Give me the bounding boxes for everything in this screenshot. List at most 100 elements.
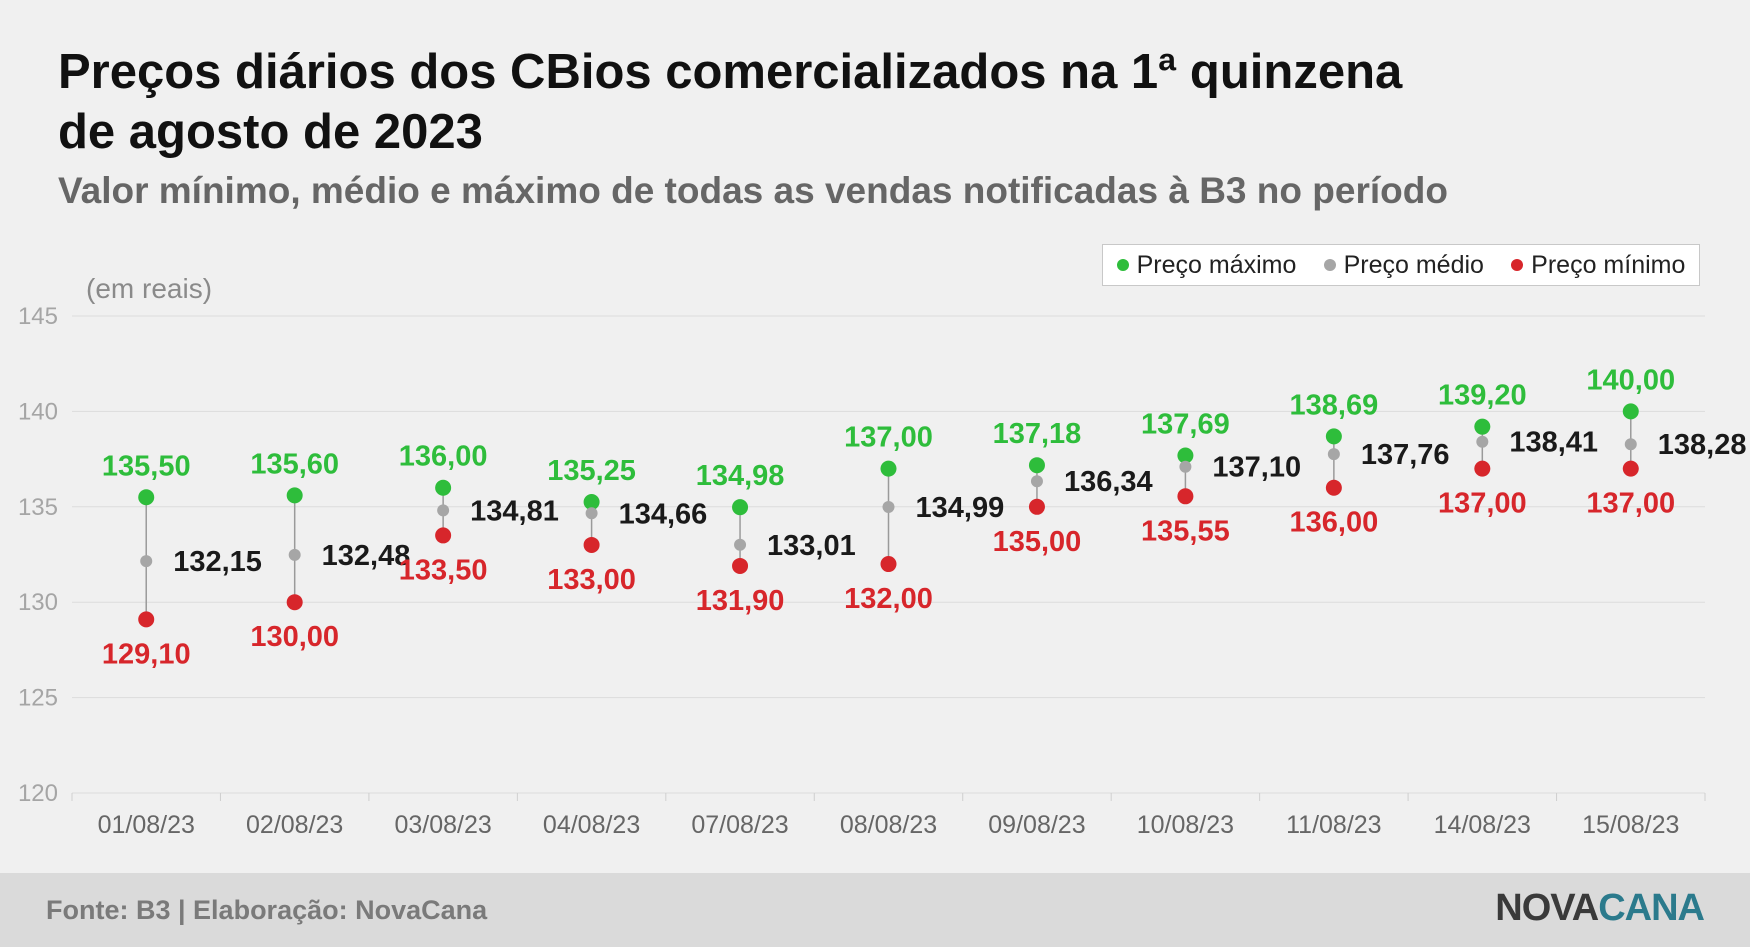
avg-point (1327, 448, 1340, 461)
max-point (1325, 428, 1342, 445)
min-point (1325, 479, 1342, 496)
legend-item-avg: Preço médio (1323, 250, 1484, 280)
chart-canvas: (em reais) 120 125 130 135 140 145 01/08/23 02/0… (18, 273, 1747, 839)
max-point (286, 487, 303, 504)
x-tick-label: 15/08/23 (1582, 811, 1679, 839)
avg-point (288, 548, 301, 561)
max-label: 135,25 (547, 455, 636, 487)
max-label: 135,60 (250, 448, 339, 480)
avg-label: 136,34 (1064, 466, 1153, 498)
min-point (1622, 460, 1639, 477)
max-point (1622, 403, 1639, 420)
min-point (1177, 488, 1194, 505)
legend-item-min: Preço mínimo (1511, 251, 1685, 280)
avg-point (1030, 475, 1043, 488)
avg-point (437, 504, 450, 517)
y-tick-label: 130 (18, 589, 58, 616)
max-point (1474, 418, 1491, 435)
x-tick-label: 10/08/23 (1137, 811, 1234, 839)
y-tick-label: 145 (18, 303, 58, 330)
x-tick-label: 04/08/23 (543, 811, 640, 839)
legend-max-dot (1116, 259, 1129, 271)
max-label: 139,20 (1438, 380, 1527, 412)
min-point (583, 536, 600, 553)
y-tick-label: 135 (18, 494, 58, 521)
source-note: Fonte: B3 | Elaboração: NovaCana (46, 895, 488, 925)
chart-subtitle: Valor mínimo, médio e máximo de todas as… (58, 170, 1448, 211)
avg-point (882, 500, 895, 513)
avg-label: 137,10 (1212, 452, 1301, 484)
max-point (880, 460, 897, 477)
max-point (583, 494, 600, 511)
max-label: 137,00 (844, 422, 933, 454)
min-label: 136,00 (1290, 507, 1379, 539)
min-point (1474, 460, 1491, 477)
max-label: 138,69 (1290, 389, 1379, 421)
footer: Fonte: B3 | Elaboração: NovaCana NOVACAN… (0, 873, 1750, 947)
legend-max-label: Preço máximo (1136, 250, 1297, 279)
avg-label: 138,41 (1509, 427, 1598, 459)
novacana-logo: NOVACANA (1495, 887, 1705, 930)
max-point (1177, 447, 1194, 464)
min-point (1028, 498, 1045, 515)
logo-cana: CANA (1598, 887, 1705, 929)
min-point (286, 594, 303, 611)
max-point (138, 489, 155, 506)
min-point (732, 557, 749, 574)
max-label: 136,00 (399, 441, 488, 473)
y-unit-label: (em reais) (86, 273, 212, 304)
max-label: 134,98 (696, 460, 785, 492)
max-point (732, 499, 749, 516)
min-label: 131,90 (696, 585, 785, 617)
x-tick-label: 09/08/23 (988, 811, 1085, 839)
min-label: 137,00 (1438, 488, 1527, 520)
x-tick-label: 03/08/23 (394, 811, 491, 839)
max-label: 137,69 (1141, 408, 1230, 440)
y-tick-label: 125 (18, 685, 58, 712)
y-tick-label: 120 (18, 780, 58, 807)
avg-point (734, 538, 747, 551)
x-tick-label: 02/08/23 (246, 811, 343, 839)
x-tick-label: 11/08/23 (1286, 811, 1381, 839)
max-label: 137,18 (993, 418, 1082, 450)
max-label: 135,50 (102, 450, 191, 482)
y-tick-label: 140 (18, 398, 58, 425)
chart-title: Preços diários dos CBios comercializados… (58, 45, 1403, 159)
avg-label: 134,66 (619, 498, 708, 530)
avg-point (1624, 438, 1637, 451)
max-point (1028, 457, 1045, 474)
legend-avg-dot (1323, 259, 1336, 271)
min-label: 135,00 (993, 526, 1082, 558)
x-tick-label: 07/08/23 (691, 811, 788, 839)
avg-label: 134,99 (916, 492, 1005, 524)
avg-point (140, 555, 153, 568)
min-label: 133,50 (399, 554, 488, 586)
min-label: 129,10 (102, 638, 191, 670)
min-label: 130,00 (250, 621, 339, 653)
min-point (138, 611, 155, 628)
min-point (880, 556, 897, 573)
avg-label: 134,81 (470, 495, 559, 527)
legend-avg-label: Preço médio (1343, 250, 1484, 279)
min-label: 137,00 (1586, 488, 1675, 520)
min-point (435, 527, 452, 544)
x-tick-label: 08/08/23 (840, 811, 937, 839)
min-label: 135,55 (1141, 515, 1230, 547)
avg-point (585, 507, 598, 520)
legend-item-max: Preço máximo (1116, 250, 1297, 280)
legend-min-dot (1511, 259, 1524, 271)
avg-point (1476, 435, 1489, 448)
legend-min-label: Preço mínimo (1531, 250, 1686, 279)
avg-label: 137,76 (1361, 439, 1450, 471)
x-tick-label: 14/08/23 (1434, 811, 1531, 839)
min-label: 133,00 (547, 564, 636, 596)
max-point (435, 479, 452, 496)
avg-label: 132,48 (322, 540, 411, 572)
min-label: 132,00 (844, 583, 933, 615)
avg-label: 133,01 (767, 530, 856, 562)
max-label: 140,00 (1586, 364, 1675, 396)
legend: Preço máximo Preço médio Preço mínimo (1102, 244, 1700, 286)
avg-point (1179, 460, 1192, 473)
x-tick-label: 01/08/23 (98, 811, 195, 839)
logo-nova: NOVA (1495, 887, 1599, 929)
